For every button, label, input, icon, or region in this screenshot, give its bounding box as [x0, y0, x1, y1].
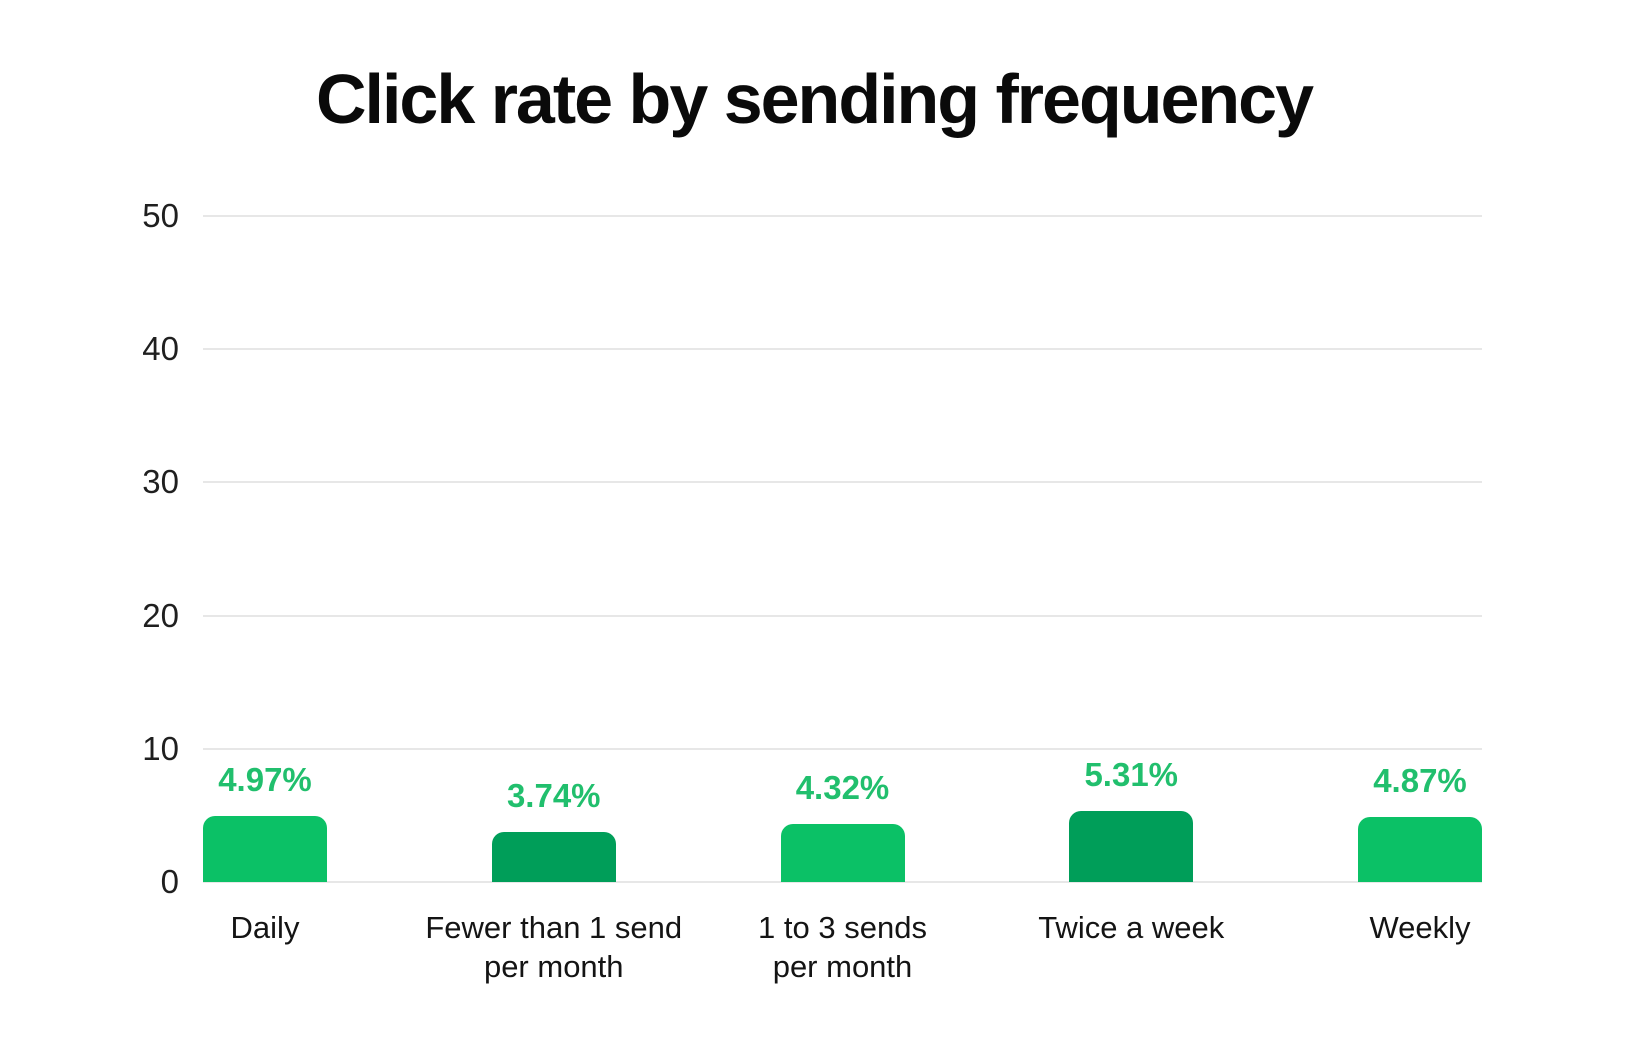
- gridline-y-40: [203, 348, 1482, 351]
- x-axis-category-label-3: Twice a week: [1038, 910, 1225, 945]
- y-axis-tick-label-50: 50: [142, 197, 179, 234]
- x-axis-category-label-0: Daily: [230, 910, 300, 945]
- x-axis-category-label-1: Fewer than 1 send per month: [425, 910, 683, 984]
- gridline-y-0: [203, 881, 1482, 883]
- y-axis-tick-label-0: 0: [160, 863, 179, 900]
- x-axis-category-label-4: Weekly: [1369, 910, 1471, 945]
- bar-4: [1358, 817, 1482, 882]
- bar-1: [491, 832, 616, 882]
- gridline-y-30: [203, 481, 1482, 484]
- gridline-y-10: [203, 747, 1482, 750]
- x-axis-category-label-2: 1 to 3 sends per month: [758, 910, 927, 984]
- gridline-y-20: [203, 614, 1482, 617]
- bar-value-label-3: 5.31%: [1084, 756, 1179, 794]
- chart-title: Click rate by sending frequency: [315, 60, 1314, 138]
- bar-value-label-1: 3.74%: [506, 777, 601, 815]
- y-axis-tick-label-40: 40: [142, 330, 179, 368]
- bar-value-label-2: 4.32%: [795, 769, 890, 807]
- bar-2: [780, 824, 905, 882]
- bar-value-label-4: 4.87%: [1373, 762, 1467, 800]
- y-axis-tick-label-10: 10: [142, 729, 179, 767]
- y-axis-tick-label-30: 30: [142, 463, 179, 501]
- y-axis-tick-label-20: 20: [142, 596, 179, 634]
- bar-3: [1069, 811, 1194, 882]
- bar-0: [203, 815, 327, 882]
- gridline-y-50: [203, 215, 1482, 217]
- bar-value-label-0: 4.97%: [218, 760, 312, 798]
